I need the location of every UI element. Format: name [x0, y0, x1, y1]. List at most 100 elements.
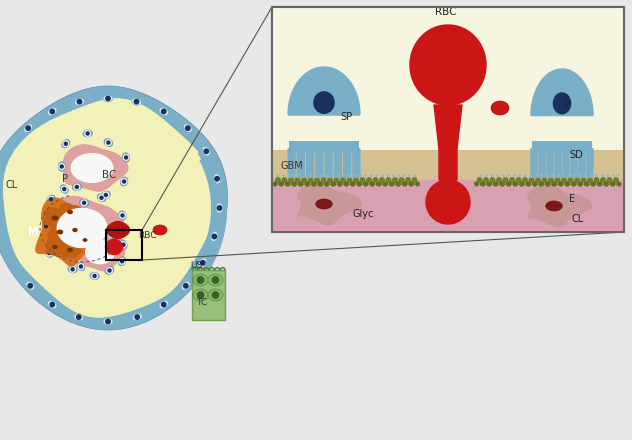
FancyBboxPatch shape — [546, 148, 554, 178]
Circle shape — [46, 250, 52, 256]
FancyBboxPatch shape — [272, 7, 624, 150]
Circle shape — [481, 182, 484, 186]
Ellipse shape — [132, 313, 142, 321]
Ellipse shape — [315, 198, 332, 209]
Circle shape — [614, 178, 618, 182]
Circle shape — [186, 126, 190, 130]
Circle shape — [308, 178, 313, 182]
Polygon shape — [193, 274, 208, 286]
Circle shape — [48, 196, 54, 202]
Text: TC: TC — [196, 298, 207, 307]
Circle shape — [380, 178, 384, 182]
Polygon shape — [288, 67, 360, 114]
Circle shape — [162, 109, 166, 114]
Circle shape — [579, 182, 582, 186]
Ellipse shape — [78, 231, 86, 240]
Circle shape — [529, 178, 533, 182]
Circle shape — [594, 178, 599, 182]
Circle shape — [507, 182, 511, 186]
Ellipse shape — [67, 210, 73, 214]
Ellipse shape — [313, 91, 335, 114]
Circle shape — [390, 182, 393, 186]
Ellipse shape — [104, 139, 113, 147]
Circle shape — [377, 182, 381, 186]
Circle shape — [75, 185, 78, 188]
Circle shape — [371, 182, 374, 186]
Circle shape — [299, 182, 302, 186]
Circle shape — [64, 142, 68, 145]
Circle shape — [390, 182, 394, 186]
Circle shape — [598, 182, 601, 186]
Text: Glyc: Glyc — [352, 209, 374, 219]
Circle shape — [562, 178, 566, 182]
Circle shape — [292, 182, 296, 186]
Circle shape — [487, 182, 491, 186]
Circle shape — [344, 182, 348, 186]
Ellipse shape — [131, 98, 142, 105]
Ellipse shape — [118, 257, 126, 266]
FancyBboxPatch shape — [272, 7, 624, 232]
Ellipse shape — [58, 162, 65, 171]
Circle shape — [103, 192, 109, 198]
Circle shape — [77, 99, 82, 104]
Ellipse shape — [74, 313, 83, 321]
Circle shape — [293, 182, 296, 186]
Circle shape — [306, 182, 309, 186]
Ellipse shape — [26, 282, 35, 290]
FancyBboxPatch shape — [272, 150, 624, 180]
Ellipse shape — [214, 174, 221, 183]
Circle shape — [212, 234, 217, 238]
Circle shape — [539, 182, 543, 186]
Circle shape — [572, 182, 576, 186]
Ellipse shape — [42, 221, 50, 231]
Text: P: P — [564, 100, 570, 110]
Circle shape — [59, 164, 64, 169]
Circle shape — [121, 242, 126, 248]
Circle shape — [63, 141, 69, 147]
Circle shape — [367, 178, 371, 182]
Ellipse shape — [77, 262, 85, 271]
Circle shape — [63, 187, 66, 191]
Circle shape — [549, 178, 553, 182]
Ellipse shape — [76, 246, 83, 256]
Circle shape — [74, 184, 80, 190]
Polygon shape — [208, 289, 223, 301]
Circle shape — [47, 252, 51, 254]
Ellipse shape — [52, 245, 58, 249]
Circle shape — [125, 156, 128, 159]
FancyBboxPatch shape — [352, 148, 360, 178]
Ellipse shape — [80, 199, 88, 206]
FancyBboxPatch shape — [296, 148, 305, 178]
Ellipse shape — [92, 224, 102, 232]
Circle shape — [514, 182, 518, 186]
Circle shape — [280, 182, 283, 186]
Circle shape — [123, 180, 126, 183]
Circle shape — [197, 277, 204, 283]
Circle shape — [416, 182, 419, 186]
Circle shape — [546, 182, 550, 186]
Circle shape — [325, 182, 329, 186]
Circle shape — [542, 178, 547, 182]
Polygon shape — [59, 242, 83, 258]
Circle shape — [500, 182, 504, 186]
Circle shape — [585, 182, 588, 186]
Circle shape — [488, 182, 491, 186]
Circle shape — [409, 182, 413, 186]
Circle shape — [494, 182, 498, 186]
Circle shape — [325, 182, 328, 186]
Circle shape — [295, 178, 300, 182]
Text: CL: CL — [572, 214, 584, 224]
Circle shape — [97, 258, 100, 261]
FancyBboxPatch shape — [532, 141, 592, 153]
Ellipse shape — [159, 301, 168, 308]
Circle shape — [363, 182, 367, 186]
Circle shape — [565, 182, 569, 186]
Ellipse shape — [57, 230, 63, 235]
Ellipse shape — [75, 98, 85, 105]
Circle shape — [364, 182, 368, 186]
Circle shape — [592, 182, 595, 186]
Circle shape — [523, 178, 527, 182]
Circle shape — [338, 182, 342, 186]
Circle shape — [601, 178, 605, 182]
Circle shape — [286, 182, 289, 186]
